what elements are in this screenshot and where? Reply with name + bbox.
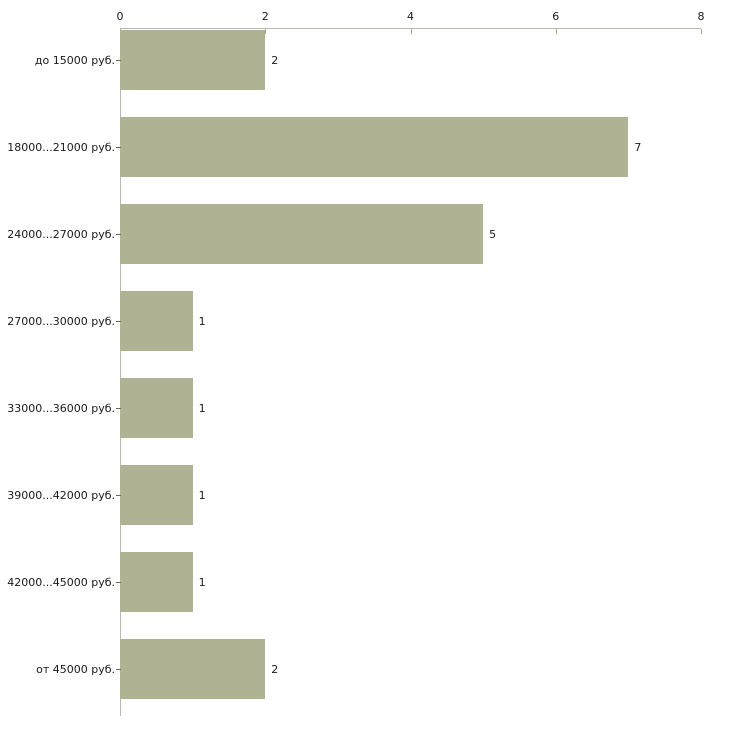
- y-axis-tick: [116, 147, 121, 148]
- y-axis-tick: [116, 495, 121, 496]
- y-axis-tick: [116, 582, 121, 583]
- bar-value-label: 1: [198, 315, 206, 328]
- bar-row: 2 от 45000 руб.: [0, 639, 730, 699]
- category-axis-label: от 45000 руб.: [36, 663, 115, 676]
- y-axis-tick: [116, 669, 121, 670]
- bar-value-label: 2: [271, 54, 279, 67]
- category-axis-label: 39000...42000 руб.: [7, 489, 115, 502]
- bar[interactable]: [120, 378, 193, 438]
- y-axis-line: [120, 28, 121, 716]
- y-axis-tick: [116, 321, 121, 322]
- category-axis-label: 24000...27000 руб.: [7, 228, 115, 241]
- x-axis-tick-label: 4: [407, 10, 414, 23]
- bar-row: 7 18000...21000 руб.: [0, 117, 730, 177]
- y-axis-tick: [116, 234, 121, 235]
- category-axis-label: 18000...21000 руб.: [7, 141, 115, 154]
- x-axis-tick: [555, 29, 557, 34]
- category-axis-label: 42000...45000 руб.: [7, 576, 115, 589]
- y-axis-tick: [116, 60, 121, 61]
- bar-value-label: 1: [198, 402, 206, 415]
- x-axis-tick: [701, 29, 702, 34]
- bar-value-label: 1: [198, 489, 206, 502]
- bar[interactable]: [120, 291, 193, 351]
- bar[interactable]: [120, 204, 484, 264]
- bar[interactable]: [120, 552, 193, 612]
- bar-value-label: 1: [198, 576, 206, 589]
- x-axis-tick-label: 2: [261, 10, 269, 23]
- bar[interactable]: [120, 30, 266, 90]
- x-axis-tick: [265, 29, 267, 34]
- bar-value-label: 2: [271, 663, 279, 676]
- category-axis-label: 33000...36000 руб.: [7, 402, 115, 415]
- x-axis-tick-label: 8: [697, 10, 705, 23]
- bar-row: 1 27000...30000 руб.: [0, 291, 730, 351]
- x-axis-tick-label: 0: [116, 10, 124, 23]
- bar-row: 2 до 15000 руб.: [0, 30, 730, 90]
- x-axis-tick: [410, 29, 412, 34]
- y-axis-tick: [116, 408, 121, 409]
- bar-row: 5 24000...27000 руб.: [0, 204, 730, 264]
- x-axis-tick-label: 6: [552, 10, 560, 23]
- bar-row: 1 33000...36000 руб.: [0, 378, 730, 438]
- bar[interactable]: [120, 639, 266, 699]
- bar-row: 1 39000...42000 руб.: [0, 465, 730, 525]
- bar[interactable]: [120, 465, 193, 525]
- category-axis-label: 27000...30000 руб.: [7, 315, 115, 328]
- x-axis-line: [120, 28, 701, 29]
- bar-row: 1 42000...45000 руб.: [0, 552, 730, 612]
- bar[interactable]: [120, 117, 629, 177]
- bar-value-label: 5: [489, 228, 497, 241]
- category-axis-label: до 15000 руб.: [34, 54, 115, 67]
- bar-value-label: 7: [634, 141, 642, 154]
